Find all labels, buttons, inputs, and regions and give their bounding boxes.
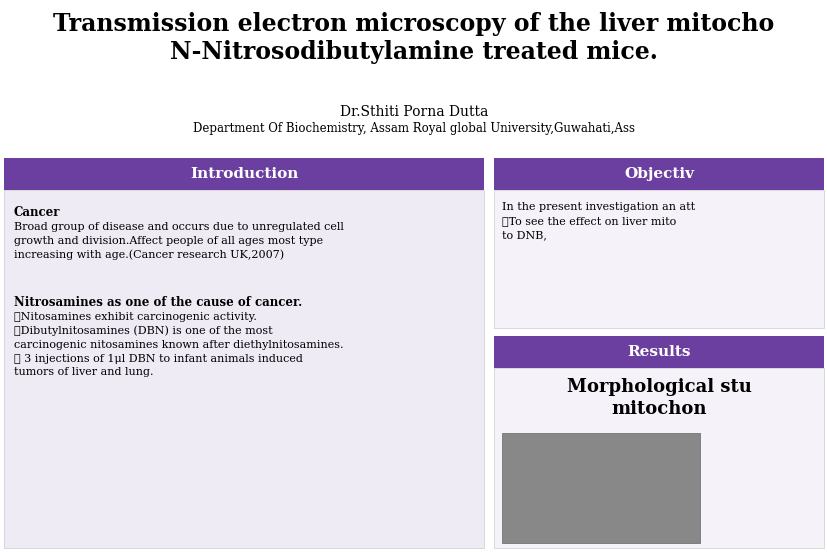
Polygon shape: [4, 158, 484, 190]
Text: Cancer: Cancer: [14, 206, 60, 219]
Text: Nitrosamines as one of the cause of cancer.: Nitrosamines as one of the cause of canc…: [14, 296, 302, 309]
Text: Transmission electron microscopy of the liver mitocho
N-Nitrosodibutylamine trea: Transmission electron microscopy of the …: [53, 12, 774, 64]
Text: ➤Nitosamines exhibit carcinogenic activity.
➤Dibutylnitosamines (DBN) is one of : ➤Nitosamines exhibit carcinogenic activi…: [14, 312, 343, 377]
Polygon shape: [494, 158, 823, 190]
Text: Broad group of disease and occurs due to unregulated cell
growth and division.Af: Broad group of disease and occurs due to…: [14, 222, 343, 260]
Polygon shape: [494, 336, 823, 368]
Text: Objectiv: Objectiv: [624, 167, 693, 181]
Text: In the present investigation an att
➤To see the effect on liver mito
to DNB,: In the present investigation an att ➤To …: [501, 202, 695, 240]
Text: Dr.Sthiti Porna Dutta: Dr.Sthiti Porna Dutta: [339, 105, 488, 119]
Polygon shape: [501, 433, 699, 543]
Polygon shape: [4, 190, 484, 548]
Polygon shape: [494, 190, 823, 328]
Text: Results: Results: [627, 345, 690, 359]
Text: Introduction: Introduction: [189, 167, 298, 181]
Text: Morphological stu
mitochon: Morphological stu mitochon: [566, 378, 751, 418]
Polygon shape: [494, 368, 823, 548]
Text: Department Of Biochemistry, Assam Royal global University,Guwahati,Ass: Department Of Biochemistry, Assam Royal …: [193, 122, 634, 135]
